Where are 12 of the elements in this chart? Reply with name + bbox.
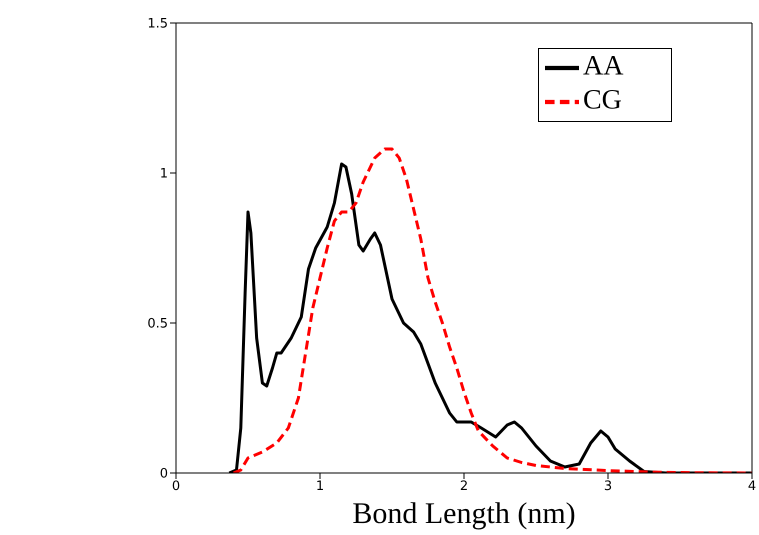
x-tick-label: 1: [316, 479, 324, 494]
legend-label: AA: [583, 50, 624, 82]
x-tick-label: 3: [604, 479, 612, 494]
x-tick-label: 4: [748, 479, 756, 494]
x-tick-label: 2: [460, 479, 468, 494]
y-tick-label: 0.5: [147, 316, 168, 332]
y-tick-label: 0: [160, 466, 168, 482]
y-tick-label: 1: [160, 166, 168, 182]
y-tick-label: 1.5: [147, 16, 168, 32]
x-axis-title: Bond Length (nm): [352, 497, 576, 530]
x-tick-label: 0: [172, 479, 180, 494]
legend-label: CG: [583, 84, 622, 116]
